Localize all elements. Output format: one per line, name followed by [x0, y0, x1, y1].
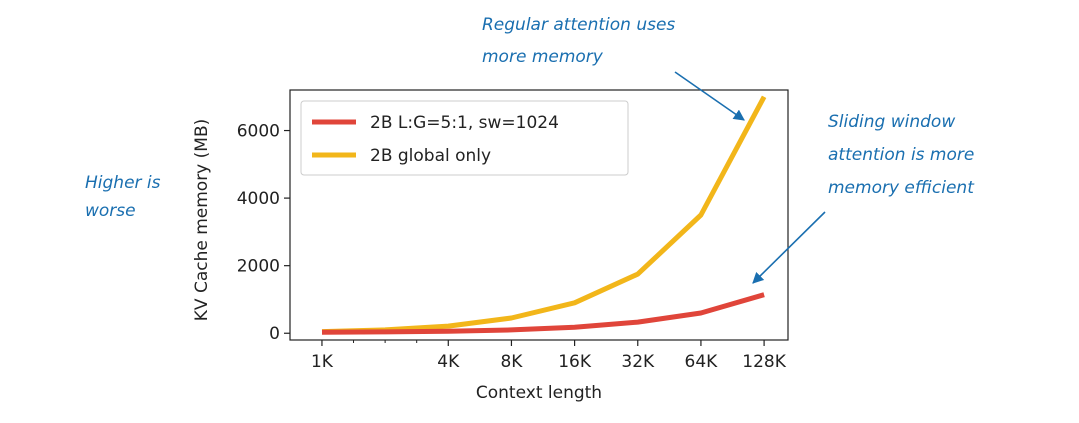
y-tick-label: 0	[269, 324, 280, 344]
y-tick-label: 2000	[237, 257, 280, 277]
series-line-2	[321, 95, 767, 335]
legend-label-series-2: 2B global only	[370, 146, 491, 166]
y-tick-label: 4000	[237, 189, 280, 209]
annotation-higher-worse: Higher is worse	[85, 173, 161, 221]
series-line-1	[321, 292, 765, 335]
annotation-sliding-window: Sliding window attention is more memory …	[752, 112, 975, 284]
annotation-line: Regular attention uses	[482, 15, 675, 35]
legend-label-series-1: 2B L:G=5:1, sw=1024	[370, 113, 559, 133]
x-tick-label: 128K	[742, 352, 786, 372]
x-tick-label: 32K	[621, 352, 655, 372]
plot-area	[289, 89, 789, 341]
annotation-regular-attention: Regular attention uses more memory	[482, 15, 745, 121]
annotation-line: Sliding window	[828, 112, 955, 132]
annotation-line: attention is more	[828, 145, 974, 165]
legend-box	[300, 100, 629, 176]
x-tick-label: 16K	[558, 352, 592, 372]
x-axis-label: Context length	[476, 383, 602, 403]
annotation-arrow	[674, 71, 745, 121]
x-tick-label: 8K	[500, 352, 523, 372]
legend: 2B L:G=5:1, sw=1024 2B global only	[300, 100, 629, 176]
y-axis: 0 2000 4000 6000	[237, 122, 290, 344]
y-tick-label: 6000	[237, 122, 280, 142]
x-tick-label: 1K	[311, 352, 334, 372]
annotation-arrow	[752, 211, 826, 284]
x-tick-label: 64K	[685, 352, 719, 372]
series-lines	[321, 95, 767, 335]
x-axis: 1K 4K 8K 16K 32K 64K 128K	[311, 340, 787, 372]
annotation-line: memory efficient	[828, 178, 975, 198]
annotation-line: more memory	[482, 47, 604, 67]
annotation-line: worse	[85, 201, 136, 221]
annotation-line: Higher is	[85, 173, 161, 193]
x-tick-label: 4K	[437, 352, 460, 372]
y-axis-label: KV Cache memory (MB)	[192, 119, 212, 321]
